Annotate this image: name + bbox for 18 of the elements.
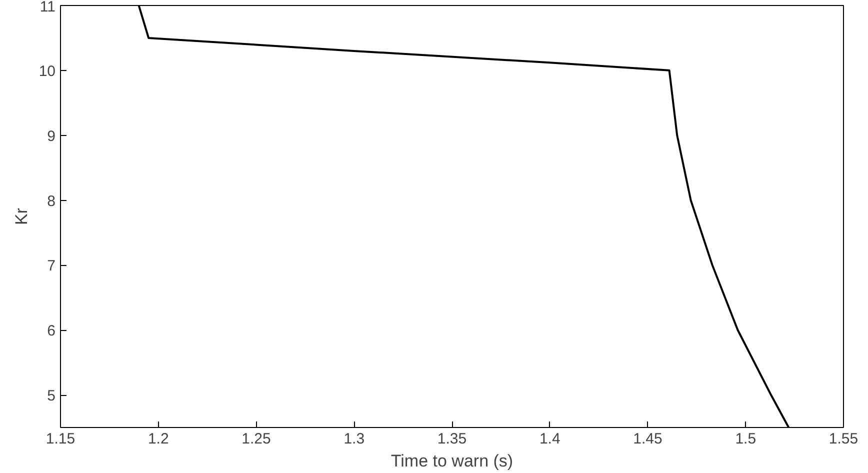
- x-tick-label: 1.3: [344, 430, 365, 448]
- x-axis-title: Time to warn (s): [390, 452, 514, 470]
- x-tick-label: 1.45: [633, 430, 662, 448]
- y-tick-label: 11: [40, 0, 56, 16]
- x-tick-label: 1.55: [828, 430, 858, 448]
- y-tick-label: 6: [47, 322, 56, 340]
- y-tick-label: 5: [47, 388, 56, 405]
- x-tick-label: 1.5: [735, 430, 756, 448]
- y-tick-label: 10: [38, 62, 56, 80]
- x-tick-label: 1.4: [539, 430, 560, 448]
- y-tick-label: 7: [47, 258, 56, 275]
- y-axis-title: Kr: [12, 208, 31, 225]
- x-tick-label: 1.25: [242, 430, 271, 448]
- y-tick-label: 8: [47, 192, 56, 210]
- x-tick-label: 1.15: [46, 430, 76, 448]
- y-tick-label: 9: [47, 128, 56, 145]
- x-tick-label: 1.35: [437, 430, 467, 448]
- x-tick-label: 1.2: [148, 430, 169, 448]
